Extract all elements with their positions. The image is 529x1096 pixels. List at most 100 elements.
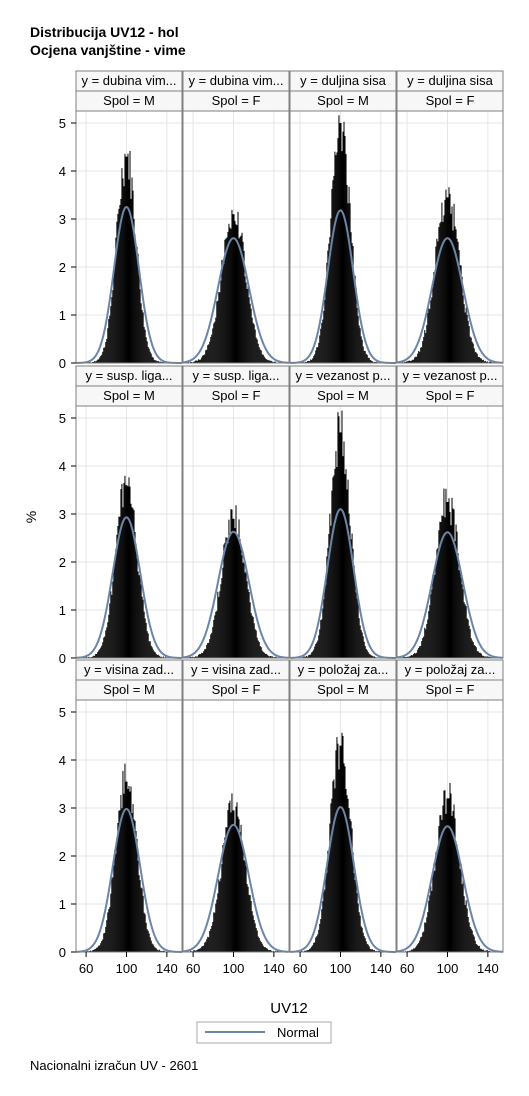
histogram-bar <box>429 895 431 952</box>
panel-7: y = vezanost p... Spol = M <box>289 365 397 659</box>
histogram-bar <box>467 320 469 363</box>
histogram-bar <box>470 638 472 658</box>
histogram-bar <box>371 949 373 952</box>
histogram-bar <box>158 949 160 952</box>
histogram-bar <box>370 655 372 658</box>
histogram-bar <box>259 349 261 363</box>
histogram-bar <box>232 518 234 658</box>
histogram-bar <box>373 949 375 952</box>
histogram-bar <box>415 947 417 952</box>
histogram-bar <box>103 637 105 658</box>
histogram-bar <box>418 647 420 658</box>
histogram-bar <box>143 327 145 363</box>
histogram-bar <box>331 188 333 363</box>
histogram-bar <box>370 360 372 363</box>
histogram-bar <box>484 360 486 363</box>
histogram-bar <box>268 950 270 952</box>
histogram-bar <box>205 941 207 952</box>
normal-curve <box>396 237 504 364</box>
histogram-bar <box>123 186 125 363</box>
histogram-bar <box>254 923 256 952</box>
histogram-bar <box>245 567 247 658</box>
histogram-bar <box>411 949 413 952</box>
histogram-bar <box>204 649 206 658</box>
histogram-bar <box>458 570 460 658</box>
histogram-bar <box>331 490 333 658</box>
histogram-bar <box>135 249 137 363</box>
histogram-bar <box>488 361 490 363</box>
histogram-bar <box>233 810 235 952</box>
histogram-bar <box>433 272 435 363</box>
histogram-bar <box>458 860 460 952</box>
histogram-bar <box>487 950 489 952</box>
histogram-bar <box>464 312 466 363</box>
histogram-bar <box>430 300 432 363</box>
histogram-bar <box>484 950 486 952</box>
histogram-bar <box>413 359 415 363</box>
histogram-bar <box>211 632 213 658</box>
histogram-bar <box>423 931 425 952</box>
histogram-bar <box>132 804 134 952</box>
histogram-bar <box>478 945 480 952</box>
histogram-bar <box>248 894 250 952</box>
histogram-bar <box>419 646 421 658</box>
histogram-bar <box>132 508 134 658</box>
histogram-bar <box>210 928 212 952</box>
histogram-bar <box>135 831 137 952</box>
histogram-bar <box>446 798 448 952</box>
histogram-bar <box>349 525 351 658</box>
histogram-bar <box>144 914 146 952</box>
histogram-bar <box>479 948 481 952</box>
histogram-bar <box>454 541 456 658</box>
histogram-bar <box>266 359 268 363</box>
histogram-bar <box>479 358 481 363</box>
histogram-bar <box>270 950 272 952</box>
histogram-bar <box>136 246 138 363</box>
histogram-bar <box>358 325 360 363</box>
histogram-bar <box>114 266 116 363</box>
histogram-bar <box>160 656 162 658</box>
histogram-bar <box>350 232 352 363</box>
histogram-bar <box>346 185 348 363</box>
histogram-bar <box>457 855 459 952</box>
chart-title-line-1: Distribucija UV12 - hol <box>30 24 179 40</box>
x-tick-label: 100 <box>330 961 352 976</box>
histogram-bar <box>427 312 429 363</box>
histogram-bar <box>265 653 267 658</box>
histogram-bar <box>443 790 445 952</box>
y-tick-label: 3 <box>59 212 66 227</box>
histogram-bar <box>361 632 363 658</box>
histogram-bar <box>117 822 119 952</box>
histogram-bar <box>257 343 259 363</box>
histogram-bar <box>274 361 276 363</box>
histogram-bar <box>227 543 229 658</box>
histogram-bar <box>212 627 214 658</box>
histogram-bar <box>367 652 369 658</box>
histogram-bar <box>439 223 441 363</box>
histogram-bar <box>234 528 236 658</box>
histogram-bar <box>321 322 323 363</box>
histogram-bar <box>199 359 201 363</box>
normal-curve <box>396 825 504 953</box>
histogram-bar <box>135 543 137 658</box>
histogram-bar <box>337 412 339 658</box>
histogram-bar <box>472 934 474 952</box>
histogram-bar <box>371 361 373 363</box>
histogram-bar <box>320 328 322 363</box>
histogram-bar <box>152 649 154 658</box>
histogram-bar <box>133 218 135 363</box>
histogram-bar <box>482 949 484 952</box>
histogram-bar <box>109 315 111 363</box>
panel-3: y = duljina sisa Spol = M <box>289 70 397 364</box>
histogram-bar <box>351 242 353 363</box>
panel-frame <box>289 405 397 659</box>
histogram-bar <box>341 410 343 658</box>
y-tick-label: 4 <box>59 164 66 179</box>
histogram-bar <box>108 909 110 952</box>
histogram-bar <box>334 468 336 658</box>
histogram-bar <box>422 341 424 363</box>
histogram-bar <box>206 349 208 363</box>
histogram-bar <box>410 950 412 952</box>
histogram-bar <box>141 888 143 952</box>
histogram-bar <box>449 782 451 952</box>
